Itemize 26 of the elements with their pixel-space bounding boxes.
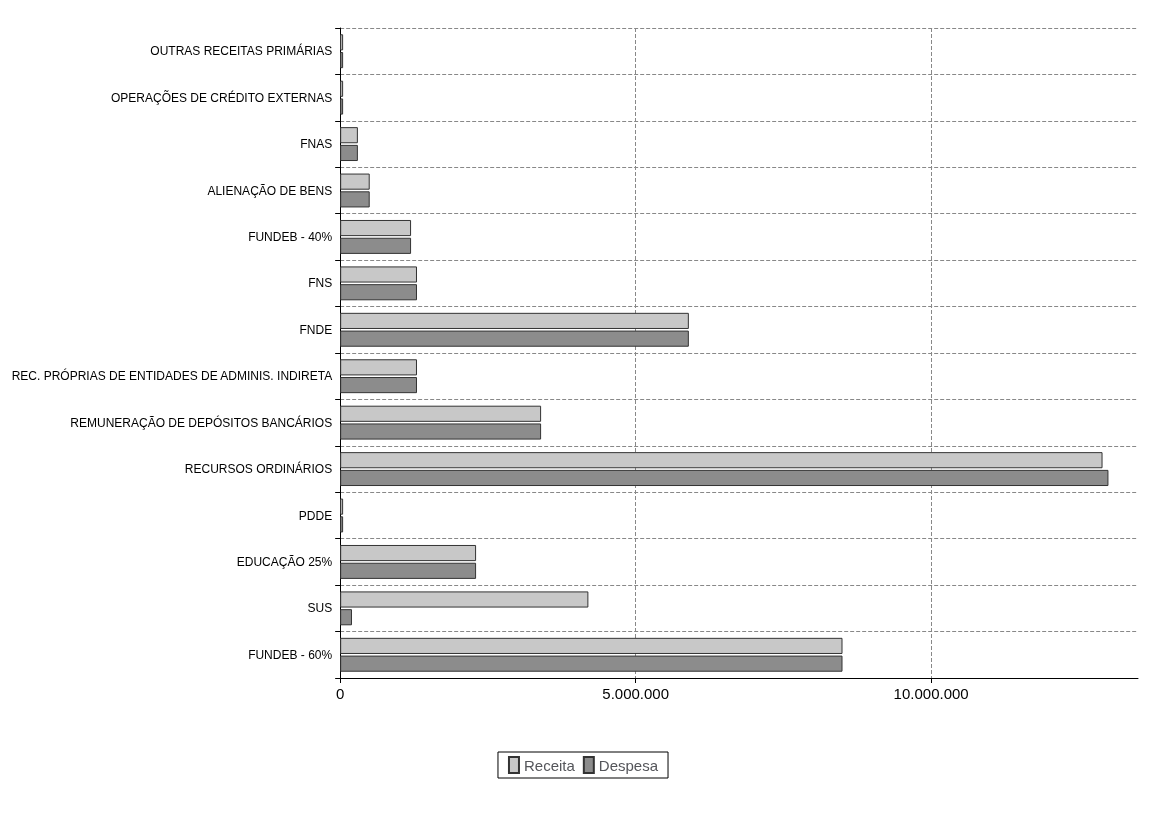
x-tick-label: 5.000.000 — [602, 685, 670, 702]
bar — [340, 127, 358, 144]
y-tick-label: EDUCAÇÃO 25% — [236, 554, 333, 569]
bar — [340, 544, 477, 562]
y-tick-label: REC. PRÓPRIAS DE ENTIDADES DE ADMINIS. INDIRETA — [11, 368, 333, 384]
y-tick-label: REMUNERAÇÃO DE DEPÓSITOS BANCÁRIOS — [70, 414, 333, 430]
x-tick-label: 0 — [335, 685, 345, 702]
bar — [340, 452, 1103, 469]
bar — [340, 144, 358, 162]
y-tick-label: OUTRAS RECEITAS PRIMÁRIAS — [150, 43, 333, 59]
x-tick-label: 10.000.000 — [893, 685, 969, 702]
y-tick-label: SUS — [307, 601, 333, 616]
y-tick-label: RECURSOS ORDINÁRIOS — [184, 461, 333, 477]
y-tick-label: OPERAÇÕES DE CRÉDITO EXTERNAS — [111, 89, 333, 105]
legend-label: Receita — [523, 756, 576, 774]
bar — [340, 219, 412, 237]
bar — [340, 562, 477, 579]
y-tick-label: FUNDEB - 60% — [248, 647, 333, 662]
y-tick-label: FNAS — [300, 137, 333, 152]
y-tick-label: FNDE — [299, 322, 333, 337]
y-tick-label: ALIENAÇÃO DE BENS — [207, 183, 333, 198]
legend-label: Despesa — [598, 756, 659, 774]
y-tick-label: PDDE — [298, 508, 333, 523]
bar — [340, 237, 412, 254]
y-tick-label: FUNDEB - 40% — [248, 229, 333, 244]
y-tick-label: FNS — [308, 276, 333, 291]
